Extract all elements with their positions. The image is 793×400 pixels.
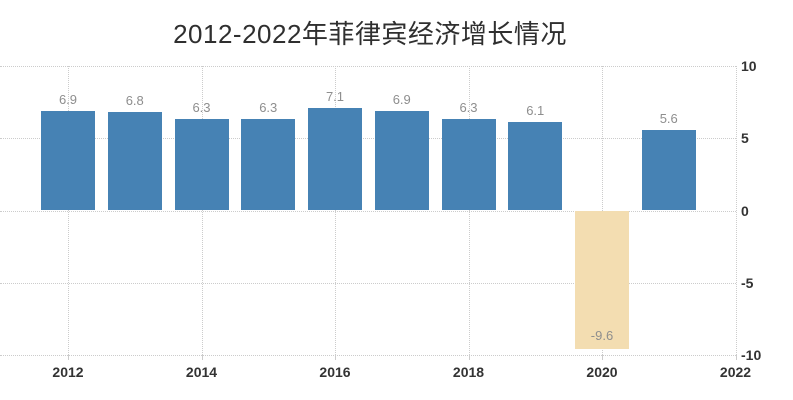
y-axis-label: -5 — [741, 274, 754, 291]
chart-title: 2012-2022年菲律宾经济增长情况 — [173, 19, 567, 49]
gridline-vertical — [335, 66, 336, 355]
gridline-vertical — [735, 66, 737, 355]
x-tick-mark — [602, 355, 603, 360]
bar-2016[interactable] — [308, 107, 362, 211]
x-axis-label: 2014 — [185, 364, 218, 380]
bar-value-label: 6.1 — [526, 103, 545, 119]
x-axis-label: 2020 — [586, 364, 618, 380]
bar-2012[interactable] — [41, 110, 95, 211]
bar-2017[interactable] — [374, 110, 429, 211]
bar-2013[interactable] — [107, 112, 162, 211]
x-tick-mark — [335, 355, 336, 360]
bar-value-label: 6.3 — [459, 100, 478, 116]
gridline-vertical — [68, 66, 69, 355]
bar-value-label: 5.6 — [659, 110, 678, 126]
y-axis-label: 10 — [741, 58, 757, 74]
bar-value-label: 6.8 — [125, 93, 144, 109]
bar-value-label: -9.6 — [590, 328, 614, 344]
gridline-horizontal — [0, 355, 736, 356]
x-tick-mark — [735, 355, 737, 360]
bar-value-label: 6.3 — [192, 100, 211, 116]
x-axis-label: 2018 — [452, 364, 485, 380]
gridline-vertical — [468, 66, 470, 355]
x-tick-mark — [68, 355, 69, 360]
x-tick-mark — [201, 355, 203, 360]
bar-2021[interactable] — [641, 129, 696, 211]
gridline-horizontal — [0, 66, 736, 67]
x-tick-mark — [468, 355, 470, 360]
x-axis-label: 2022 — [719, 364, 752, 380]
bar-value-label: 7.1 — [325, 88, 345, 104]
bar-2014[interactable] — [174, 119, 229, 211]
y-axis-label: -10 — [741, 347, 762, 363]
gridline-horizontal — [0, 210, 736, 212]
x-axis-label: 2012 — [52, 364, 84, 380]
bar-2019[interactable] — [508, 122, 563, 211]
bar-2015[interactable] — [241, 119, 296, 211]
gridline-horizontal — [0, 282, 736, 284]
bar-2018[interactable] — [441, 119, 496, 211]
bar-value-label: 6.3 — [259, 100, 278, 116]
y-axis-label: 0 — [741, 202, 749, 219]
bar-2020[interactable] — [575, 210, 629, 350]
y-axis-label: 5 — [741, 130, 749, 147]
x-axis-label: 2016 — [319, 364, 351, 380]
bar-value-label: 6.9 — [392, 91, 411, 107]
gridline-vertical — [201, 66, 203, 355]
bar-value-label: 6.9 — [58, 91, 78, 107]
gridline-horizontal — [0, 138, 736, 140]
